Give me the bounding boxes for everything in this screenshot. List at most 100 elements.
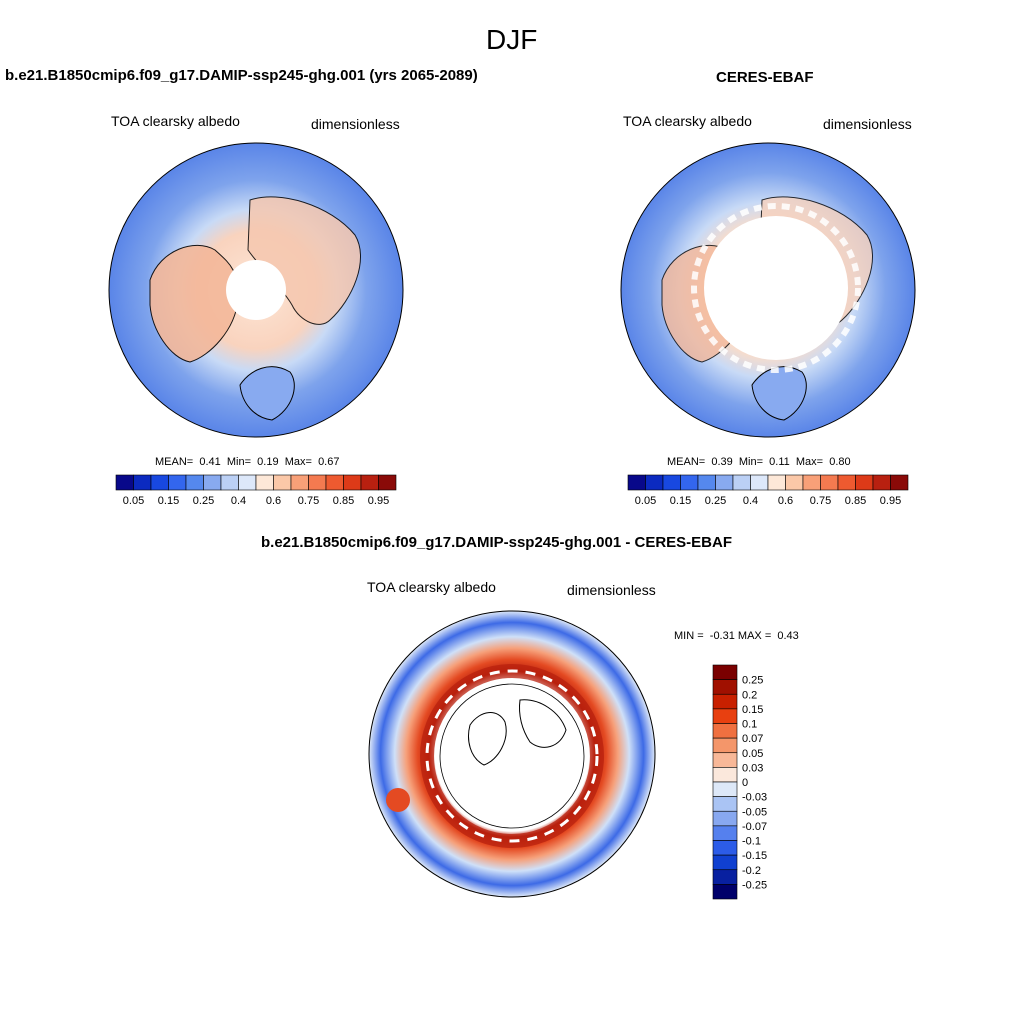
panel2-colorbar-tick-label: 0.85 (845, 495, 866, 507)
panel2-colorbar-swatch (732, 474, 751, 491)
panel1-colorbar-tick-label: 0.95 (368, 495, 389, 507)
diff-colorbar-swatch (712, 854, 738, 871)
diff-colorbar-swatch (712, 781, 738, 797)
panel1-colorbar-swatch (343, 474, 362, 491)
panel1-mean-label: MEAN= (155, 456, 194, 468)
panel1-colorbar-swatch (150, 474, 169, 491)
diff-colorbar-swatch (712, 752, 738, 768)
panel1-europe (239, 366, 295, 421)
diff-colorbar-swatch (712, 796, 738, 812)
panel1-max-value: 0.67 (318, 456, 340, 468)
panel2-colorbar-swatch (645, 474, 664, 491)
diff-colorbar-swatch (712, 664, 738, 680)
diff-map (368, 610, 656, 898)
diff-colorbar-swatch (712, 884, 738, 900)
panel1-colorbar-tick-label: 0.85 (333, 495, 354, 507)
panel1-colorbar-swatch (203, 474, 222, 491)
diff-white-ring-marks (425, 669, 599, 843)
diff-max-label: MAX = (737, 630, 772, 642)
panel2-colorbar-tick-label: 0.4 (743, 495, 758, 507)
panel1-colorbar: 0.05 0.15 0.25 0.4 0.6 0.75 0.85 0.95 (115, 474, 397, 507)
panel1-colorbar-swatch (238, 474, 257, 491)
panel2-min-value: 0.11 (769, 456, 790, 468)
panel2-colorbar-swatch (802, 474, 821, 491)
panel2-colorbar-tick-label: 0.6 (778, 495, 793, 507)
panel1-title: b.e21.B1850cmip6.f09_g17.DAMIP-ssp245-gh… (5, 67, 478, 84)
diff-colorbar-swatch (712, 737, 738, 754)
diff-colorbar-swatch (712, 693, 738, 710)
panel2-colorbar-swatch (627, 474, 646, 491)
panel2-colorbar-tick-label: 0.75 (810, 495, 831, 507)
panel1-colorbar-swatch (168, 474, 187, 491)
panel2-colorbar-swatch (785, 474, 804, 491)
diff-colorbar-tick-label: -0.1 (742, 836, 761, 848)
diff-max-value: 0.43 (777, 630, 799, 642)
diff-colorbar-tick-label: 0.03 (742, 762, 763, 774)
panel1-stats: MEAN= 0.41 Min= 0.19 Max= 0.67 (155, 456, 339, 468)
panel1-colorbar-swatch (255, 474, 274, 491)
panel1-colorbar-swatch (378, 474, 397, 491)
diff-colorbar-tick-label: 0.2 (742, 689, 757, 701)
panel2-colorbar-swatch (697, 474, 716, 491)
panel2-colorbar-swatch (837, 474, 856, 491)
panel2-colorbar-swatch (715, 474, 734, 491)
panel1-colorbar-tick-label: 0.75 (298, 495, 319, 507)
diff-colorbar-swatch (712, 840, 738, 856)
diff-colorbar-tick-label: 0.07 (742, 733, 763, 745)
diff-polar-hole (439, 683, 585, 829)
panel2-colorbar-swatch (872, 474, 891, 491)
panel2-colorbar-tick-label: 0.95 (880, 495, 901, 507)
panel2-max-label: Max= (795, 456, 824, 468)
panel1-colorbar-tick-label: 0.6 (266, 495, 281, 507)
panel2-variable-label: TOA clearsky albedo (623, 113, 752, 129)
diff-colorbar-tick-label: 0.25 (742, 675, 763, 687)
panel1-min-value: 0.19 (257, 456, 279, 468)
diff-colorbar-tick-label: -0.03 (742, 792, 767, 804)
panel2-polar-ring (691, 203, 861, 373)
panel2-title: CERES-EBAF (716, 69, 814, 86)
panel2-mean-label: MEAN= (667, 456, 706, 468)
panel1-colorbar-swatch (308, 474, 327, 491)
diff-colorbar-swatch (712, 825, 738, 841)
diff-colorbar-swatch (712, 723, 738, 739)
diff-colorbar-swatch (712, 810, 738, 827)
diff-colorbar-tick-label: 0.1 (742, 719, 757, 731)
panel2-stats: MEAN= 0.39 Min= 0.11 Max= 0.80 (667, 456, 851, 468)
diff-colorbar-tick-label: -0.2 (742, 865, 761, 877)
diff-colorbar-swatch (712, 869, 738, 885)
panel1-variable-label: TOA clearsky albedo (111, 113, 240, 129)
diff-colorbar-swatch (712, 767, 738, 783)
panel1-colorbar-swatch (185, 474, 204, 491)
panel1-units-label: dimensionless (311, 116, 400, 132)
diff-colorbar-tick-label: -0.05 (742, 806, 767, 818)
diff-colorbar-swatch (712, 679, 738, 695)
panel1-colorbar-tick-label: 0.05 (123, 495, 144, 507)
diff-min-value: -0.31 (709, 630, 735, 642)
panel2-units-label: dimensionless (823, 116, 912, 132)
panel2-colorbar-swatch (680, 474, 699, 491)
panel1-polar-hole (226, 260, 286, 320)
panel1-colorbar-swatch (290, 474, 309, 491)
panel1-colorbar-swatch (115, 474, 134, 491)
diff-colorbar-tick-label: 0 (742, 777, 748, 789)
panel2-min-label: Min= (738, 456, 764, 468)
panel2-map (620, 142, 916, 438)
diff-variable-label: TOA clearsky albedo (367, 579, 496, 595)
diff-min-label: MIN = (674, 630, 704, 642)
panel2-mean-value: 0.39 (711, 456, 733, 468)
panel2-colorbar-tick-label: 0.15 (670, 495, 691, 507)
diff-units-label: dimensionless (567, 582, 656, 598)
diff-siberia (519, 699, 567, 748)
panel1-colorbar-tick-label: 0.4 (231, 495, 246, 507)
panel2-polar-hole (704, 216, 848, 360)
panel1-colorbar-swatch (273, 474, 292, 491)
panel1-colorbar-swatch (360, 474, 379, 491)
panel1-min-label: Min= (226, 456, 252, 468)
panel2-colorbar-swatch (767, 474, 786, 491)
diff-title: b.e21.B1850cmip6.f09_g17.DAMIP-ssp245-gh… (261, 534, 732, 551)
diff-colorbar-tick-label: -0.25 (742, 879, 767, 891)
panel1-colorbar-tick-label: 0.15 (158, 495, 179, 507)
panel1-map (108, 142, 404, 438)
diff-red-spot (386, 788, 410, 812)
